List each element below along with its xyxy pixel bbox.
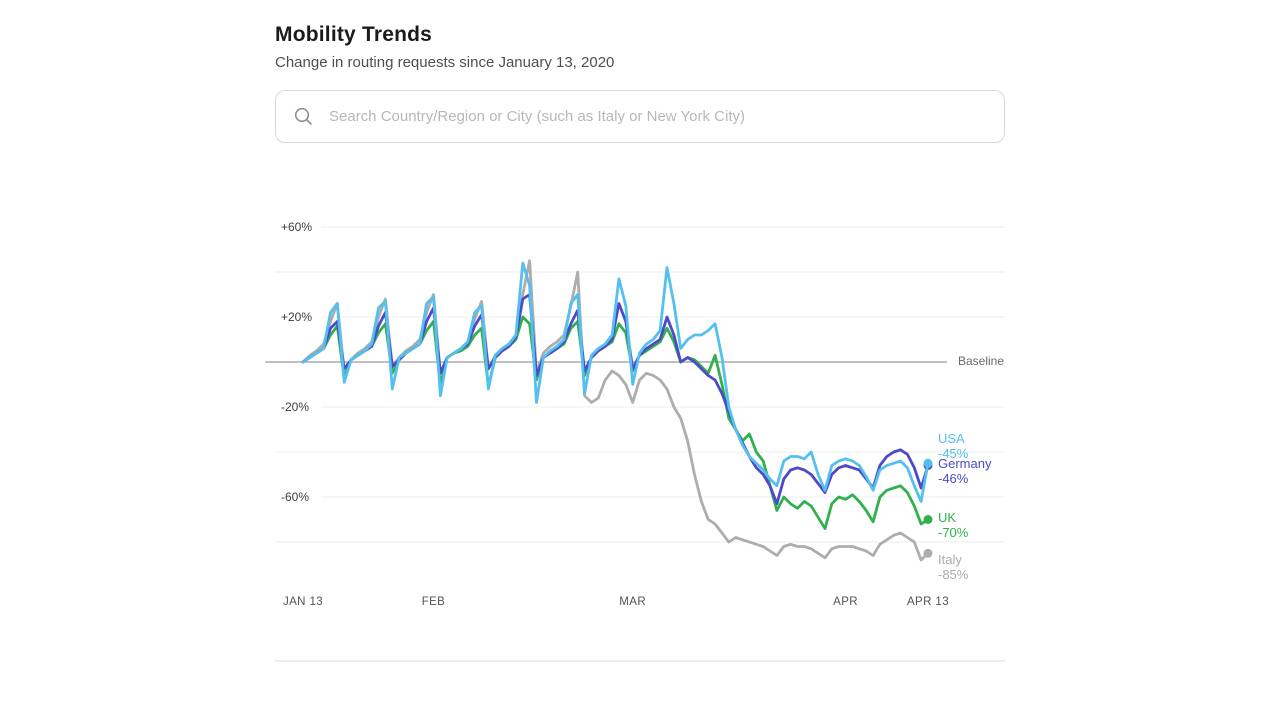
bottom-divider xyxy=(275,660,1005,662)
page-subtitle: Change in routing requests since January… xyxy=(275,54,615,71)
chart-canvas[interactable] xyxy=(265,180,1005,590)
baseline-label: Baseline xyxy=(958,354,1005,368)
series-end-value-uk: -70% xyxy=(938,525,969,541)
series-end-value-usa: -45% xyxy=(938,446,969,462)
search-box xyxy=(275,90,1005,143)
series-end-value-italy: -85% xyxy=(938,566,969,582)
endpoint-dot-usa xyxy=(923,458,933,468)
chart-line-germany xyxy=(301,293,930,506)
series-name-usa: USA xyxy=(938,431,965,447)
x-tick-apr: APR xyxy=(833,596,858,608)
series-label-germany: Germany -46% xyxy=(938,456,991,486)
endpoint-dot-uk xyxy=(923,515,933,524)
x-tick-apr-13: APR 13 xyxy=(906,596,950,608)
series-name-germany: Germany xyxy=(938,456,992,472)
chart-line-italy xyxy=(301,259,930,562)
page-title: Mobility Trends xyxy=(275,23,433,46)
series-label-italy: Italy -85% xyxy=(938,552,968,582)
series-label-usa: USA -45% xyxy=(938,431,968,461)
y-tick--20%: -20% xyxy=(281,400,310,414)
series-label-uk: UK -70% xyxy=(938,510,968,540)
search-icon xyxy=(293,106,315,128)
search-input[interactable] xyxy=(315,108,1004,125)
mobility-chart: +60% +20% -20% -60% JAN 13 FEB MAR APR APR 13 USA… xyxy=(265,180,1005,620)
series-name-uk: UK xyxy=(938,510,957,526)
series-end-value-germany: -46% xyxy=(938,471,969,487)
y-tick-+20%: +20% xyxy=(281,310,313,324)
endpoint-dot-italy xyxy=(923,548,933,558)
x-tick-mar: MAR xyxy=(619,596,647,608)
x-tick-feb: FEB xyxy=(421,596,446,608)
y-tick--60%: -60% xyxy=(281,490,310,504)
x-tick-jan-13: JAN 13 xyxy=(282,596,324,608)
series-name-italy: Italy xyxy=(938,551,962,567)
chart-line-usa xyxy=(301,261,930,503)
y-tick-+60%: +60% xyxy=(281,220,313,234)
